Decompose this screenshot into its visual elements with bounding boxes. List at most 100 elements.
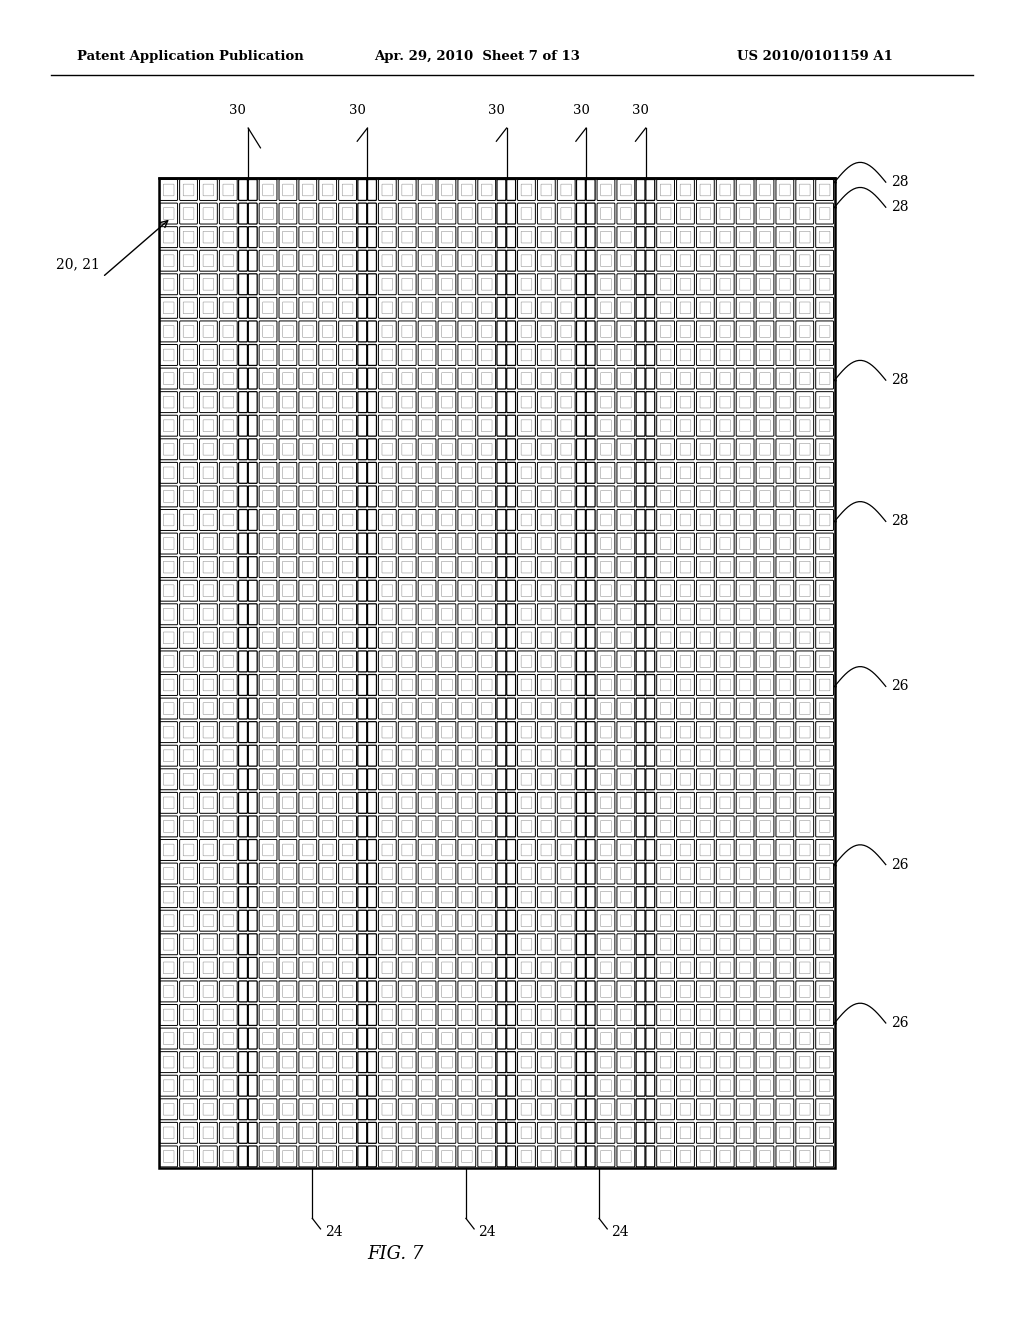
FancyBboxPatch shape — [577, 297, 586, 318]
FancyBboxPatch shape — [538, 627, 555, 648]
FancyBboxPatch shape — [418, 1028, 436, 1049]
FancyBboxPatch shape — [586, 203, 595, 224]
FancyBboxPatch shape — [279, 462, 297, 483]
FancyBboxPatch shape — [517, 251, 536, 271]
FancyBboxPatch shape — [816, 1052, 834, 1073]
FancyBboxPatch shape — [597, 557, 614, 578]
FancyBboxPatch shape — [368, 203, 377, 224]
FancyBboxPatch shape — [200, 746, 217, 766]
FancyBboxPatch shape — [776, 345, 794, 366]
FancyBboxPatch shape — [398, 1028, 416, 1049]
FancyBboxPatch shape — [179, 887, 198, 908]
FancyBboxPatch shape — [597, 933, 614, 954]
FancyBboxPatch shape — [379, 510, 396, 531]
FancyBboxPatch shape — [586, 698, 595, 719]
FancyBboxPatch shape — [497, 957, 506, 978]
FancyBboxPatch shape — [219, 462, 238, 483]
FancyBboxPatch shape — [816, 840, 834, 861]
FancyBboxPatch shape — [696, 533, 715, 554]
FancyBboxPatch shape — [656, 438, 675, 459]
FancyBboxPatch shape — [656, 392, 675, 413]
FancyBboxPatch shape — [586, 840, 595, 861]
FancyBboxPatch shape — [478, 792, 496, 813]
FancyBboxPatch shape — [239, 227, 248, 248]
FancyBboxPatch shape — [438, 792, 456, 813]
FancyBboxPatch shape — [339, 297, 356, 318]
FancyBboxPatch shape — [497, 345, 506, 366]
FancyBboxPatch shape — [616, 933, 635, 954]
FancyBboxPatch shape — [736, 462, 754, 483]
FancyBboxPatch shape — [398, 486, 416, 507]
FancyBboxPatch shape — [259, 746, 276, 766]
FancyBboxPatch shape — [200, 1005, 217, 1026]
FancyBboxPatch shape — [357, 627, 367, 648]
FancyBboxPatch shape — [438, 486, 456, 507]
FancyBboxPatch shape — [279, 1146, 297, 1167]
FancyBboxPatch shape — [160, 1098, 177, 1119]
FancyBboxPatch shape — [398, 251, 416, 271]
FancyBboxPatch shape — [796, 1122, 814, 1143]
FancyBboxPatch shape — [696, 345, 715, 366]
FancyBboxPatch shape — [339, 416, 356, 436]
FancyBboxPatch shape — [776, 297, 794, 318]
FancyBboxPatch shape — [357, 981, 367, 1002]
FancyBboxPatch shape — [646, 933, 654, 954]
FancyBboxPatch shape — [517, 1028, 536, 1049]
FancyBboxPatch shape — [677, 416, 694, 436]
FancyBboxPatch shape — [517, 557, 536, 578]
FancyBboxPatch shape — [736, 392, 754, 413]
FancyBboxPatch shape — [597, 321, 614, 342]
FancyBboxPatch shape — [656, 510, 675, 531]
FancyBboxPatch shape — [299, 251, 316, 271]
FancyBboxPatch shape — [418, 675, 436, 696]
FancyBboxPatch shape — [557, 510, 575, 531]
FancyBboxPatch shape — [696, 1005, 715, 1026]
FancyBboxPatch shape — [248, 227, 257, 248]
FancyBboxPatch shape — [736, 863, 754, 884]
FancyBboxPatch shape — [339, 1122, 356, 1143]
FancyBboxPatch shape — [517, 1076, 536, 1096]
FancyBboxPatch shape — [299, 627, 316, 648]
FancyBboxPatch shape — [200, 698, 217, 719]
FancyBboxPatch shape — [616, 557, 635, 578]
FancyBboxPatch shape — [368, 1005, 377, 1026]
FancyBboxPatch shape — [239, 887, 248, 908]
FancyBboxPatch shape — [318, 675, 337, 696]
FancyBboxPatch shape — [776, 1146, 794, 1167]
FancyBboxPatch shape — [368, 816, 377, 837]
FancyBboxPatch shape — [478, 1005, 496, 1026]
FancyBboxPatch shape — [248, 462, 257, 483]
FancyBboxPatch shape — [339, 581, 356, 601]
FancyBboxPatch shape — [586, 792, 595, 813]
FancyBboxPatch shape — [656, 321, 675, 342]
FancyBboxPatch shape — [557, 368, 575, 389]
FancyBboxPatch shape — [299, 416, 316, 436]
FancyBboxPatch shape — [379, 392, 396, 413]
FancyBboxPatch shape — [279, 863, 297, 884]
FancyBboxPatch shape — [299, 345, 316, 366]
FancyBboxPatch shape — [248, 792, 257, 813]
FancyBboxPatch shape — [616, 675, 635, 696]
FancyBboxPatch shape — [517, 698, 536, 719]
FancyBboxPatch shape — [299, 1146, 316, 1167]
FancyBboxPatch shape — [299, 203, 316, 224]
FancyBboxPatch shape — [339, 486, 356, 507]
FancyBboxPatch shape — [577, 627, 586, 648]
FancyBboxPatch shape — [677, 722, 694, 743]
FancyBboxPatch shape — [219, 840, 238, 861]
FancyBboxPatch shape — [736, 297, 754, 318]
FancyBboxPatch shape — [538, 180, 555, 201]
FancyBboxPatch shape — [339, 1005, 356, 1026]
FancyBboxPatch shape — [646, 746, 654, 766]
FancyBboxPatch shape — [179, 486, 198, 507]
FancyBboxPatch shape — [379, 438, 396, 459]
FancyBboxPatch shape — [357, 486, 367, 507]
FancyBboxPatch shape — [677, 227, 694, 248]
FancyBboxPatch shape — [656, 957, 675, 978]
FancyBboxPatch shape — [646, 273, 654, 294]
FancyBboxPatch shape — [756, 180, 774, 201]
FancyBboxPatch shape — [696, 438, 715, 459]
FancyBboxPatch shape — [379, 1005, 396, 1026]
FancyBboxPatch shape — [299, 438, 316, 459]
FancyBboxPatch shape — [497, 911, 506, 931]
